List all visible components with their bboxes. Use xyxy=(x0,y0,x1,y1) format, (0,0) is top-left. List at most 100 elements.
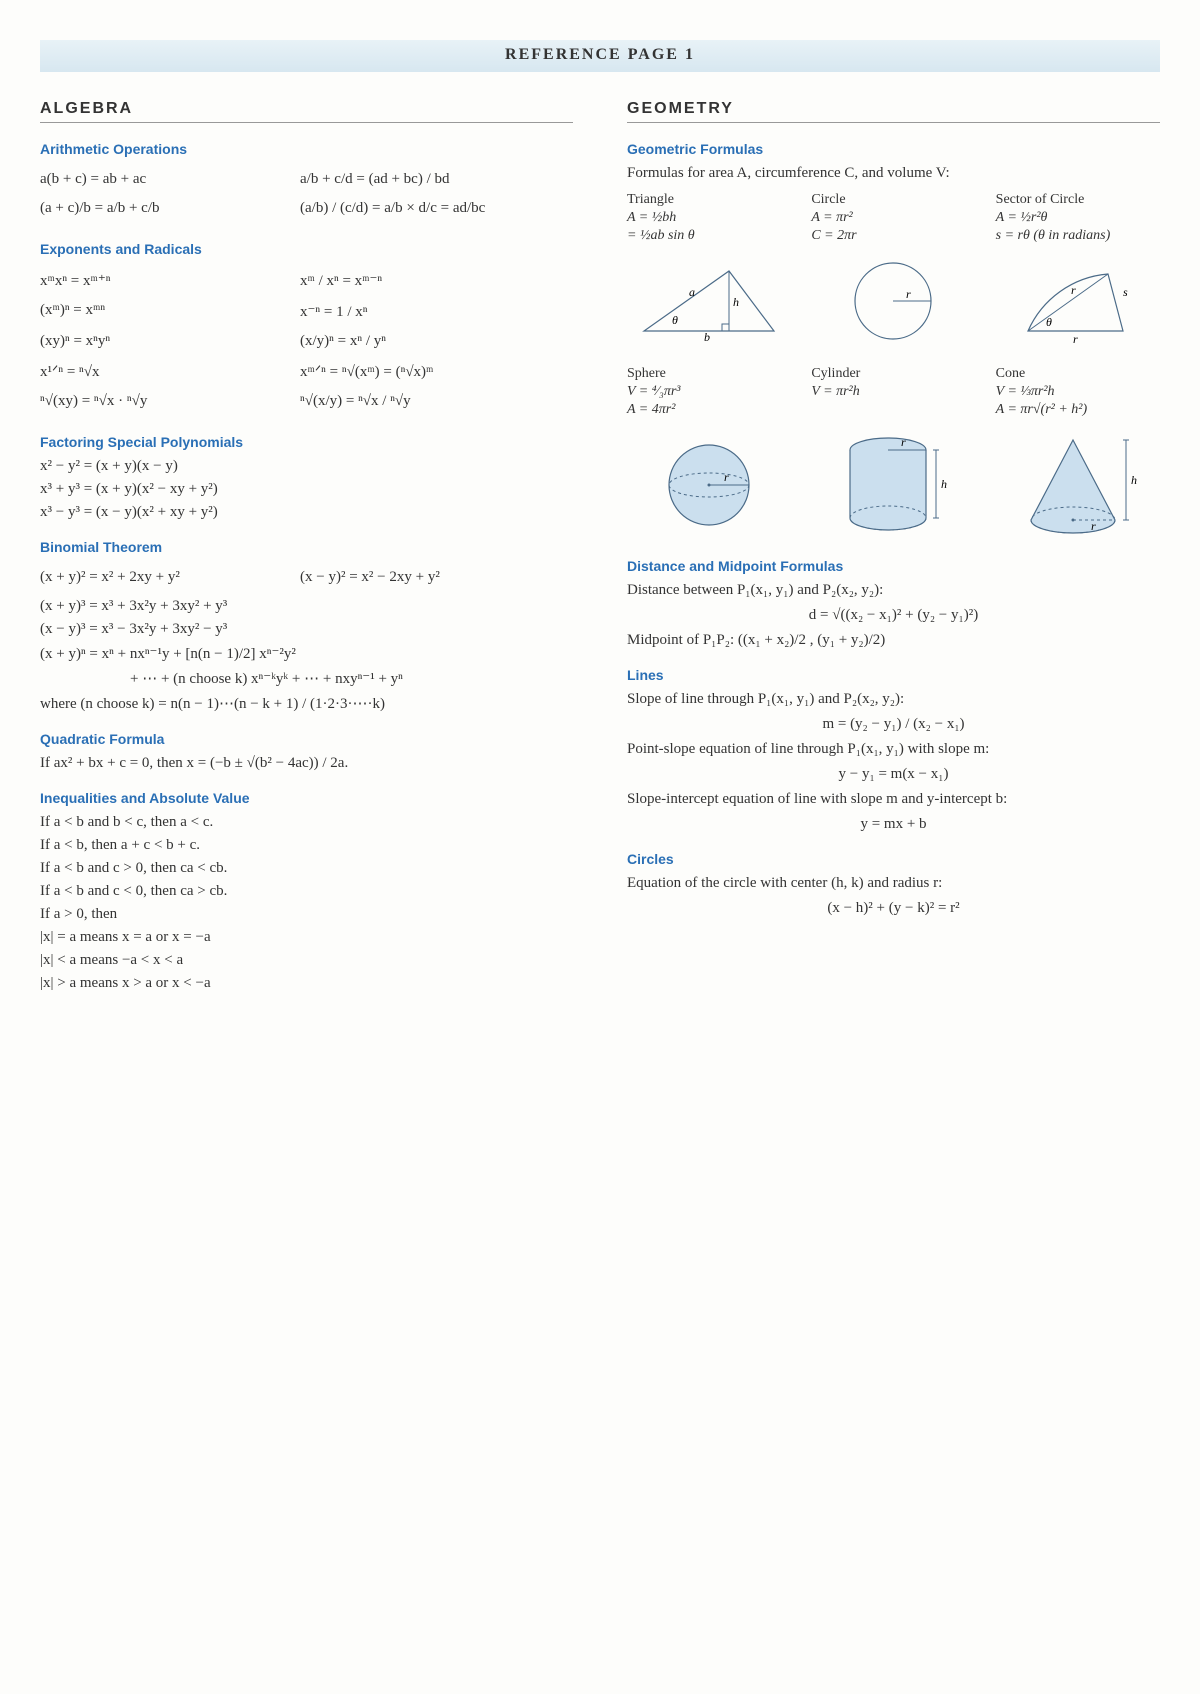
svg-text:θ: θ xyxy=(1046,315,1052,329)
svg-text:a: a xyxy=(689,285,695,299)
bin-eq-4b: + ⋯ + (n choose k) xⁿ⁻ᵏyᵏ + ⋯ + nxyⁿ⁻¹ +… xyxy=(130,669,573,688)
ineq-l2: If a < b and c > 0, then ca < cb. xyxy=(40,860,573,877)
exp-r3l: x¹ᐟⁿ = ⁿ√x xyxy=(40,362,240,381)
exp-r1r: x⁻ⁿ = 1 / xⁿ xyxy=(300,302,500,321)
page-header-title: REFERENCE PAGE 1 xyxy=(505,46,695,63)
svg-text:r: r xyxy=(1091,519,1096,533)
mid-text: Midpoint of P₁P₂: ((x₁ + x₂)/2 , (y₁ + y… xyxy=(627,632,1160,649)
circles-text: Equation of the circle with center (h, k… xyxy=(627,875,1160,892)
dist-text: Distance between P₁(x₁, y₁) and P₂(x₂, y… xyxy=(627,582,1160,599)
dist-eq: d = √((x₂ − x₁)² + (y₂ − y₁)²) xyxy=(627,607,1160,624)
ps-eq: y − y₁ = m(x − x₁) xyxy=(627,766,1160,783)
distance-heading: Distance and Midpoint Formulas xyxy=(627,558,1160,574)
triangle-name: Triangle xyxy=(627,192,791,208)
cone-v: V = ⅓πr²h xyxy=(996,384,1055,399)
fact-eq-0: x² − y² = (x + y)(x − y) xyxy=(40,458,573,475)
arith-eq-1r: a/b + c/d = (ad + bc) / bd xyxy=(300,171,500,188)
svg-text:r: r xyxy=(724,470,729,484)
exp-r2l: (xy)ⁿ = xⁿyⁿ xyxy=(40,333,240,350)
circle-name: Circle xyxy=(811,192,975,208)
cylinder-v: V = πr²h xyxy=(811,384,859,399)
svg-text:h: h xyxy=(733,295,739,309)
sphere-v: V = ⁴⁄₃πr³ xyxy=(627,384,680,399)
svg-text:r: r xyxy=(1071,283,1076,297)
arith-eq-1l: a(b + c) = ab + ac xyxy=(40,171,240,188)
cylinder-name: Cylinder xyxy=(811,366,975,382)
sector-a: A = ½r²θ xyxy=(996,210,1048,225)
sector-s: s = rθ (θ in radians) xyxy=(996,228,1111,243)
bin-eq-4: (x + y)ⁿ = xⁿ + nxⁿ⁻¹y + [n(n − 1)/2] xⁿ… xyxy=(40,644,573,663)
ineq-l3: If a < b and c < 0, then ca > cb. xyxy=(40,883,573,900)
algebra-title: ALGEBRA xyxy=(40,100,573,123)
svg-text:r: r xyxy=(906,287,911,301)
inequalities-heading: Inequalities and Absolute Value xyxy=(40,790,573,806)
geom-formulas-heading: Geometric Formulas xyxy=(627,141,1160,157)
bin-eq-1r: (x − y)² = x² − 2xy + y² xyxy=(300,569,500,586)
geometry-title: GEOMETRY xyxy=(627,100,1160,123)
page-columns: ALGEBRA Arithmetic Operations a(b + c) =… xyxy=(40,100,1160,998)
exp-r1l: (xᵐ)ⁿ = xᵐⁿ xyxy=(40,302,240,321)
bin-eq-2: (x + y)³ = x³ + 3x²y + 3xy² + y³ xyxy=(40,598,573,615)
circle-a: A = πr² xyxy=(811,210,852,225)
column-algebra: ALGEBRA Arithmetic Operations a(b + c) =… xyxy=(40,100,573,998)
quadratic-heading: Quadratic Formula xyxy=(40,731,573,747)
triangle-figure: θ a h b xyxy=(627,256,791,346)
exp-r4l: ⁿ√(xy) = ⁿ√x · ⁿ√y xyxy=(40,393,240,410)
exp-r3r: xᵐᐟⁿ = ⁿ√(xᵐ) = (ⁿ√x)ᵐ xyxy=(300,362,500,381)
bin-eq-3: (x − y)³ = x³ − 3x²y + 3xy² − y³ xyxy=(40,621,573,638)
cone-name: Cone xyxy=(996,366,1160,382)
bin-eq-1l: (x + y)² = x² + 2xy + y² xyxy=(40,569,240,586)
svg-text:s: s xyxy=(1123,285,1128,299)
arith-eq-2l: (a + c)/b = a/b + c/b xyxy=(40,200,240,217)
si-eq: y = mx + b xyxy=(627,816,1160,833)
page-header-band: REFERENCE PAGE 1 xyxy=(40,40,1160,72)
exp-r0r: xᵐ / xⁿ = xᵐ⁻ⁿ xyxy=(300,271,500,290)
svg-text:h: h xyxy=(941,477,947,491)
exp-r2r: (x/y)ⁿ = xⁿ / yⁿ xyxy=(300,333,500,350)
arith-eq-2r: (a/b) / (c/d) = a/b × d/c = ad/bc xyxy=(300,200,500,217)
geom-row-1-figs: θ a h b r θ r xyxy=(627,256,1160,346)
quadratic-text: If ax² + bx + c = 0, then x = (−b ± √(b²… xyxy=(40,755,573,772)
binomial-heading: Binomial Theorem xyxy=(40,539,573,555)
svg-text:r: r xyxy=(1073,332,1078,346)
circles-heading: Circles xyxy=(627,851,1160,867)
sector-figure: θ r r s xyxy=(996,256,1160,346)
cone-a: A = πr√(r² + h²) xyxy=(996,402,1088,417)
abs-l0: |x| = a means x = a or x = −a xyxy=(40,929,573,946)
sphere-figure: r xyxy=(627,430,791,540)
si-text: Slope-intercept equation of line with sl… xyxy=(627,791,1160,808)
sector-name: Sector of Circle xyxy=(996,192,1160,208)
triangle-a2: = ½ab sin θ xyxy=(627,228,695,243)
cone-figure: r h xyxy=(996,430,1160,540)
cylinder-figure: r h xyxy=(811,430,975,540)
ineq-l0: If a < b and b < c, then a < c. xyxy=(40,814,573,831)
triangle-a: A = ½bh xyxy=(627,210,676,225)
ineq-l4: If a > 0, then xyxy=(40,906,573,923)
bin-where: where (n choose k) = n(n − 1)⋯(n − k + 1… xyxy=(40,694,573,713)
svg-text:θ: θ xyxy=(672,313,678,327)
lines-heading: Lines xyxy=(627,667,1160,683)
circles-eq: (x − h)² + (y − k)² = r² xyxy=(627,900,1160,917)
abs-l1: |x| < a means −a < x < a xyxy=(40,952,573,969)
fact-eq-1: x³ + y³ = (x + y)(x² − xy + y²) xyxy=(40,481,573,498)
slope-text: Slope of line through P₁(x₁, y₁) and P₂(… xyxy=(627,691,1160,708)
arithmetic-heading: Arithmetic Operations xyxy=(40,141,573,157)
geom-intro: Formulas for area A, circumference C, an… xyxy=(627,165,1160,182)
svg-text:r: r xyxy=(901,435,906,449)
sphere-name: Sphere xyxy=(627,366,791,382)
svg-text:h: h xyxy=(1131,473,1137,487)
ineq-l1: If a < b, then a + c < b + c. xyxy=(40,837,573,854)
exp-r4r: ⁿ√(x/y) = ⁿ√x / ⁿ√y xyxy=(300,393,500,410)
svg-text:b: b xyxy=(704,330,710,341)
fact-eq-2: x³ − y³ = (x − y)(x² + xy + y²) xyxy=(40,504,573,521)
exponents-heading: Exponents and Radicals xyxy=(40,241,573,257)
sphere-a: A = 4πr² xyxy=(627,402,675,417)
geom-row-1-labels: Triangle A = ½bh = ½ab sin θ Circle A = … xyxy=(627,190,1160,246)
abs-l2: |x| > a means x > a or x < −a xyxy=(40,975,573,992)
geom-row-2-labels: Sphere V = ⁴⁄₃πr³ A = 4πr² Cylinder V = … xyxy=(627,364,1160,420)
exp-r0l: xᵐxⁿ = xᵐ⁺ⁿ xyxy=(40,271,240,290)
circle-figure: r xyxy=(811,256,975,346)
circle-c: C = 2πr xyxy=(811,228,856,243)
column-geometry: GEOMETRY Geometric Formulas Formulas for… xyxy=(627,100,1160,998)
factoring-heading: Factoring Special Polynomials xyxy=(40,434,573,450)
